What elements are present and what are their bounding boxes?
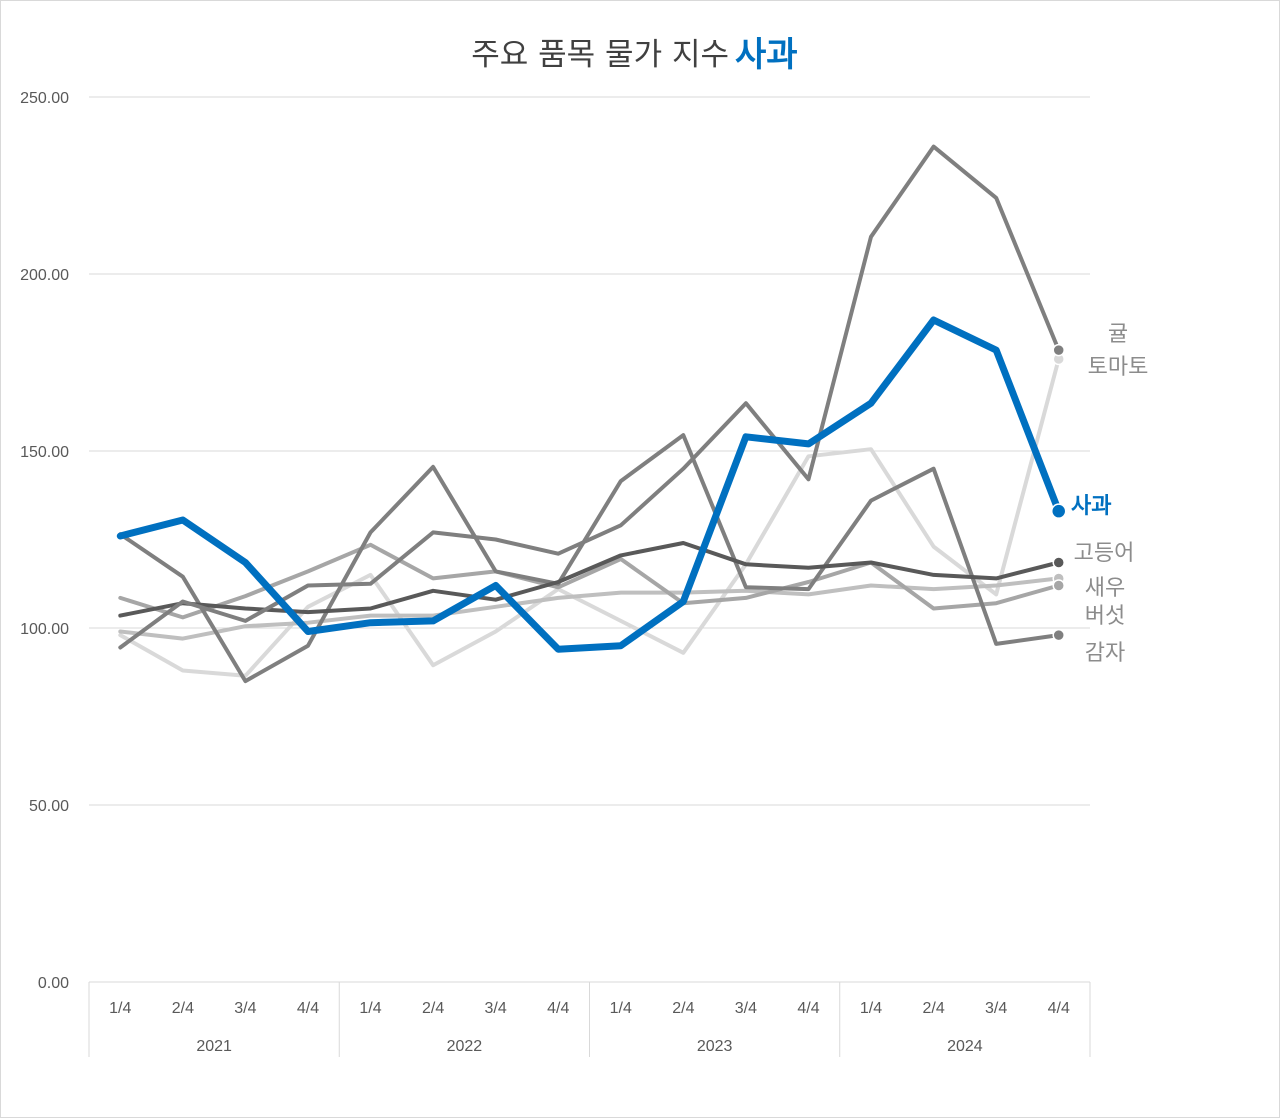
x-tick-label: 4/4 xyxy=(547,1000,569,1017)
series-line xyxy=(118,542,1061,620)
x-tick-label: 2/4 xyxy=(172,1000,194,1017)
x-tick-label: 1/4 xyxy=(109,1000,131,1017)
gridlines xyxy=(89,96,1090,806)
series-line xyxy=(118,357,1061,678)
x-tick-label: 1/4 xyxy=(610,1000,632,1017)
chart-title-prefix: 주요 품목 물가 지수 xyxy=(471,37,729,73)
series-end-marker xyxy=(1052,343,1065,357)
series-end-labels: 귤 토마토 사과 고등어 새우 버섯 감자 xyxy=(1071,322,1148,666)
x-tick-label: 1/4 xyxy=(359,1000,381,1017)
label-potato: 감자 xyxy=(1085,641,1125,666)
label-mackerel: 고등어 xyxy=(1074,541,1135,566)
y-tick-label: 100.00 xyxy=(20,621,69,638)
x-tick-label: 2/4 xyxy=(672,1000,694,1017)
x-year-label: 2024 xyxy=(947,1038,983,1055)
series-end-marker xyxy=(1050,503,1067,519)
x-tick-label: 1/4 xyxy=(860,1000,882,1017)
x-tick-label: 3/4 xyxy=(735,1000,757,1017)
x-axis: 1/4 2/4 3/4 4/4 1/4 2/4 3/4 4/4 1/4 2/4 3/4 4/4 1/4 2… xyxy=(88,981,1091,1057)
series-line xyxy=(118,541,1061,618)
series-end-marker xyxy=(1052,579,1065,592)
y-axis-tick-labels: 0.00 50.00 100.00 150.00 200.00 250.00 xyxy=(20,90,69,992)
y-tick-label: 50.00 xyxy=(29,798,69,815)
x-year-label: 2023 xyxy=(697,1038,733,1055)
x-tick-label: 4/4 xyxy=(1048,1000,1070,1017)
series-line xyxy=(118,433,1061,684)
series-end-marker xyxy=(1052,556,1065,569)
label-apple: 사과 xyxy=(1071,494,1111,519)
series-end-marker xyxy=(1052,628,1065,642)
x-tick-label: 4/4 xyxy=(797,1000,819,1017)
x-tick-label: 2/4 xyxy=(922,1000,944,1017)
x-tick-label: 3/4 xyxy=(485,1000,507,1017)
series-lines xyxy=(116,144,1067,684)
y-tick-label: 0.00 xyxy=(38,975,69,992)
series-line xyxy=(118,144,1061,650)
x-year-label: 2021 xyxy=(196,1038,232,1055)
x-year-label: 2022 xyxy=(447,1038,483,1055)
y-tick-label: 250.00 xyxy=(20,90,69,107)
x-tick-label: 2/4 xyxy=(422,1000,444,1017)
label-mushroom: 버섯 xyxy=(1085,604,1125,629)
y-tick-label: 200.00 xyxy=(20,267,69,284)
chart-title: 주요 품목 물가 지수 사과 xyxy=(471,35,797,75)
label-gyul: 귤 xyxy=(1108,322,1128,347)
x-tick-label: 4/4 xyxy=(297,1000,319,1017)
label-shrimp: 새우 xyxy=(1085,576,1125,601)
y-tick-label: 150.00 xyxy=(20,444,69,461)
x-tick-label: 3/4 xyxy=(985,1000,1007,1017)
label-tomato: 토마토 xyxy=(1088,355,1149,380)
series-line xyxy=(116,316,1063,653)
x-tick-label: 3/4 xyxy=(234,1000,256,1017)
chart-title-highlight: 사과 xyxy=(735,35,798,75)
